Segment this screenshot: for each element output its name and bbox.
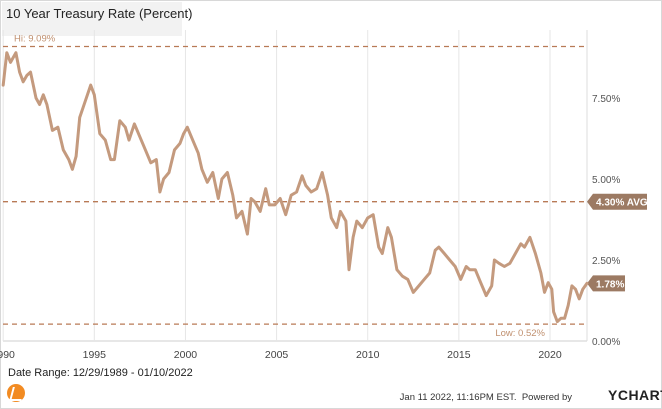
x-tick-label: 1990 xyxy=(0,349,15,361)
last-value-badge xyxy=(587,275,625,292)
y-tick-label: 0.00% xyxy=(592,337,620,348)
hi-label: Hi: 9.09% xyxy=(14,34,56,45)
y-tick-label: 5.00% xyxy=(592,175,620,186)
x-tick-label: 2020 xyxy=(538,349,562,361)
y-tick-label: 7.50% xyxy=(592,94,620,105)
ycharts-brand: YCHARTS xyxy=(608,387,662,403)
title-background xyxy=(2,2,182,36)
y-tick-label: 2.50% xyxy=(592,256,620,267)
x-tick-label: 2010 xyxy=(356,349,380,361)
x-tick-label: 2000 xyxy=(174,349,198,361)
series-line xyxy=(1,51,589,324)
x-tick-label: 1995 xyxy=(83,349,107,361)
low-label: Low: 0.52% xyxy=(495,328,545,339)
ycharts-logo-icon xyxy=(7,384,25,402)
avg-badge xyxy=(587,193,647,210)
timestamp-label: Jan 11 2022, 11:16PM EST. Powered by xyxy=(399,392,572,403)
chart-title: 10 Year Treasury Rate (Percent) xyxy=(6,6,193,21)
date-range-label: Date Range: 12/29/1989 - 01/10/2022 xyxy=(8,367,193,379)
x-tick-label: 2015 xyxy=(447,349,471,361)
x-tick-label: 2005 xyxy=(265,349,289,361)
avg-badge-text: 4.30% AVG xyxy=(596,198,648,209)
last-value-text: 1.78% xyxy=(596,279,624,290)
